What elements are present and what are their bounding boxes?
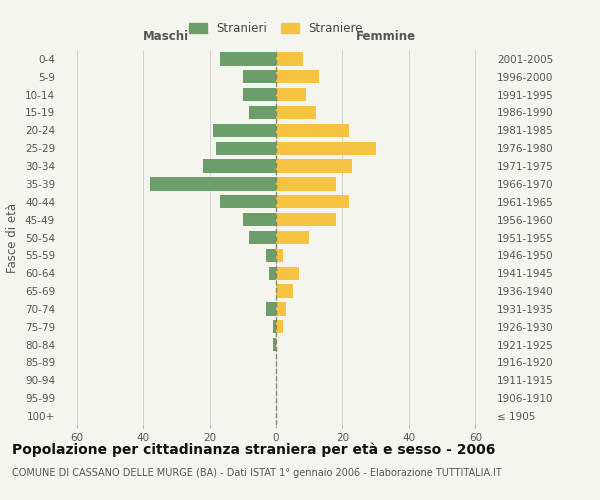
Bar (266, 302, 276, 316)
Bar (250, 231, 276, 244)
Text: Popolazione per cittadinanza straniera per età e sesso - 2006: Popolazione per cittadinanza straniera p… (12, 442, 496, 457)
Bar (220, 52, 276, 66)
Y-axis label: Fasce di età: Fasce di età (7, 202, 19, 272)
Legend: Stranieri, Straniere: Stranieri, Straniere (185, 18, 367, 38)
Text: Maschi: Maschi (143, 30, 190, 43)
Bar (276, 213, 336, 226)
Bar (276, 320, 283, 334)
Bar (276, 284, 293, 298)
Bar (276, 142, 376, 155)
Bar (272, 320, 276, 334)
Bar (276, 302, 286, 316)
Bar (276, 124, 349, 137)
Bar (243, 70, 276, 84)
Bar (276, 106, 316, 119)
Bar (276, 52, 302, 66)
Bar (276, 195, 349, 208)
Bar (203, 160, 276, 173)
Bar (150, 177, 276, 190)
Text: Femmine: Femmine (356, 30, 416, 43)
Bar (276, 88, 306, 102)
Bar (250, 106, 276, 119)
Y-axis label: Anni di nascita: Anni di nascita (599, 194, 600, 281)
Bar (276, 266, 299, 280)
Bar (220, 195, 276, 208)
Bar (213, 124, 276, 137)
Bar (266, 248, 276, 262)
Bar (276, 70, 319, 84)
Bar (272, 338, 276, 351)
Text: COMUNE DI CASSANO DELLE MURGE (BA) - Dati ISTAT 1° gennaio 2006 - Elaborazione T: COMUNE DI CASSANO DELLE MURGE (BA) - Dat… (12, 468, 502, 477)
Bar (243, 213, 276, 226)
Bar (276, 160, 352, 173)
Bar (276, 177, 336, 190)
Bar (276, 231, 309, 244)
Bar (243, 88, 276, 102)
Bar (216, 142, 276, 155)
Bar (276, 248, 283, 262)
Bar (269, 266, 276, 280)
